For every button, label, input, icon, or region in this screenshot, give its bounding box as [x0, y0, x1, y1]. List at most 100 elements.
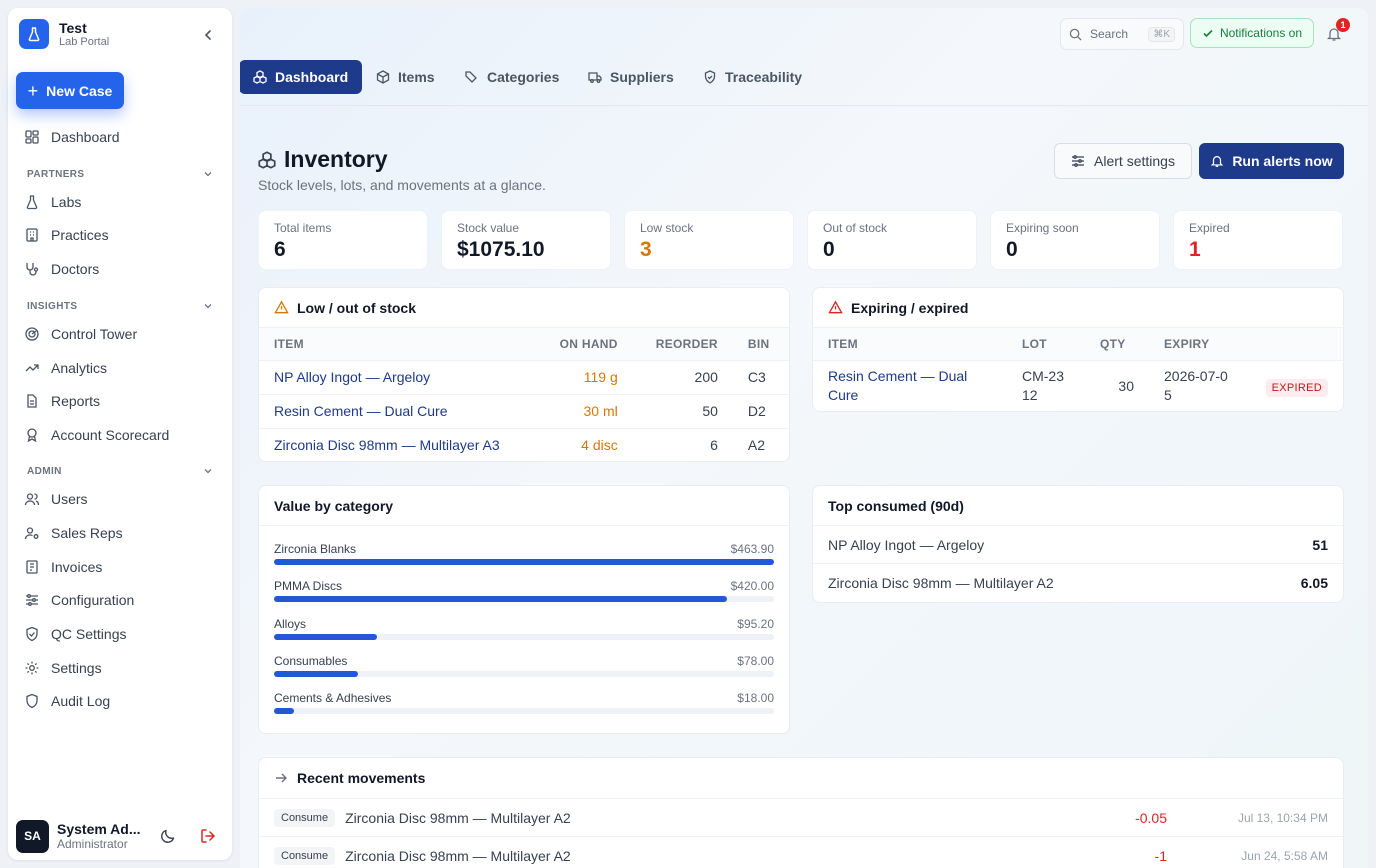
bell-ring-icon [1210, 154, 1224, 168]
movement-row: Consume Zirconia Disc 98mm — Multilayer … [259, 799, 1343, 837]
category-bar-track [274, 633, 774, 640]
sidebar-item-analytics[interactable]: Analytics [24, 355, 216, 381]
stat-value: 1 [1189, 238, 1201, 261]
users-icon [24, 491, 40, 507]
item-link[interactable]: Resin Cement — Dual Cure [828, 368, 968, 404]
sidebar-item-reports[interactable]: Reports [24, 388, 216, 414]
sidebar-item-label: Account Scorecard [51, 427, 170, 443]
user-cog-icon [24, 525, 40, 541]
sidebar-item-doctors[interactable]: Doctors [24, 256, 216, 282]
category-bar-row: Consumables $78.00 [259, 644, 789, 681]
movement-qty: -1 [1154, 847, 1167, 864]
column-header: REORDER [632, 328, 733, 361]
flask-icon [19, 19, 49, 49]
sidebar-item-account-scorecard[interactable]: Account Scorecard [24, 422, 216, 448]
low-stock-card: Low / out of stock ITEM ON HAND REORDER … [258, 287, 790, 462]
consumed-value: 51 [1312, 536, 1328, 553]
sidebar-item-configuration[interactable]: Configuration [24, 587, 216, 613]
sidebar-item-label: Labs [51, 194, 82, 210]
sidebar-item-qc-settings[interactable]: QC Settings [24, 621, 216, 647]
item-link[interactable]: Resin Cement — Dual Cure [259, 394, 537, 429]
building-icon [24, 227, 40, 243]
sidebar-item-audit-log[interactable]: Audit Log [24, 688, 216, 714]
stat-out-of-stock: Out of stock 0 [807, 210, 977, 270]
column-header: ITEM [259, 328, 537, 361]
item-link[interactable]: Zirconia Disc 98mm — Multilayer A3 [274, 437, 500, 454]
main-content: Search ⌘K Notifications on 1 Dashboard I… [240, 8, 1368, 868]
search-input[interactable]: Search ⌘K [1060, 18, 1184, 50]
tab-suppliers[interactable]: Suppliers [574, 60, 688, 94]
bin-cell: A2 [747, 437, 766, 454]
tab-label: Items [398, 69, 435, 85]
sidebar-item-label: Doctors [51, 261, 100, 277]
tab-items[interactable]: Items [362, 60, 449, 94]
collapse-sidebar-icon[interactable] [200, 27, 216, 43]
category-bar-fill [274, 596, 727, 603]
box-icon [376, 70, 390, 84]
section-partners[interactable]: PARTNERS [27, 167, 213, 181]
notification-count-badge: 1 [1336, 18, 1350, 32]
new-case-button[interactable]: + New Case [16, 72, 124, 109]
category-bar-track [274, 670, 774, 677]
category-value: $78.00 [737, 653, 774, 668]
stat-label: Total items [274, 221, 332, 235]
sidebar-item-control-tower[interactable]: Control Tower [24, 321, 216, 347]
sidebar-item-label: Practices [51, 227, 109, 243]
moon-icon[interactable] [159, 827, 177, 845]
sidebar-item-users[interactable]: Users [24, 486, 216, 512]
sidebar-item-dashboard[interactable]: Dashboard [24, 124, 216, 150]
tab-dashboard[interactable]: Dashboard [240, 60, 363, 94]
section-admin-label: ADMIN [27, 465, 62, 477]
stat-label: Low stock [640, 221, 694, 235]
sidebar-item-practices[interactable]: Practices [24, 222, 216, 248]
sidebar-item-label: Invoices [51, 559, 103, 575]
sidebar-item-invoices[interactable]: Invoices [24, 554, 216, 580]
shield-check-icon [24, 626, 40, 642]
sidebar-item-label: Audit Log [51, 693, 111, 709]
run-alerts-button[interactable]: Run alerts now [1199, 143, 1344, 179]
status-badge: EXPIRED [1265, 379, 1328, 398]
section-insights[interactable]: INSIGHTS [27, 299, 213, 313]
stethoscope-icon [24, 261, 40, 277]
user-profile[interactable]: SA System Ad... Administrator [16, 818, 226, 854]
section-admin[interactable]: ADMIN [27, 464, 213, 478]
category-bar-row: Cements & Adhesives $18.00 [259, 681, 789, 718]
column-header: LOT [1007, 328, 1085, 361]
tab-traceability[interactable]: Traceability [689, 60, 816, 94]
expiring-table: ITEM LOT QTY EXPIRY Resin Cement — Dual … [813, 328, 1343, 411]
alert-settings-button[interactable]: Alert settings [1054, 143, 1192, 179]
brand[interactable]: Test Lab Portal [19, 19, 109, 49]
sidebar-item-sales-reps[interactable]: Sales Reps [24, 520, 216, 546]
item-link[interactable]: NP Alloy Ingot — Argeloy [259, 360, 537, 395]
tab-categories[interactable]: Categories [451, 60, 573, 94]
low-stock-table: ITEM ON HAND REORDER BIN NP Alloy Ingot … [259, 328, 789, 461]
alert-settings-label: Alert settings [1094, 153, 1175, 169]
check-icon [1202, 27, 1214, 39]
sidebar-item-settings[interactable]: Settings [24, 655, 216, 681]
page-header: Inventory Stock levels, lots, and moveme… [258, 146, 546, 193]
category-value: $420.00 [730, 579, 774, 594]
award-icon [24, 427, 40, 443]
arrow-right-icon [274, 771, 289, 786]
card-title: Low / out of stock [297, 299, 416, 316]
movement-type-badge: Consume [274, 808, 336, 827]
notifications-toggle[interactable]: Notifications on [1190, 18, 1314, 48]
category-bar-track [274, 596, 774, 603]
sidebar-item-label: Control Tower [51, 326, 138, 342]
page-title: Inventory [284, 146, 388, 172]
category-bar-fill [274, 670, 358, 677]
qty-cell: 30 [1118, 378, 1134, 395]
category-bar-fill [274, 633, 377, 640]
category-bar-track [274, 559, 774, 565]
sidebar-item-labs[interactable]: Labs [24, 189, 216, 215]
bell-icon[interactable] [1326, 26, 1342, 42]
column-header: QTY [1085, 328, 1149, 361]
flask-icon [24, 194, 40, 210]
logout-icon[interactable] [199, 827, 217, 845]
sliders-icon [1071, 154, 1085, 168]
avatar: SA [16, 819, 49, 853]
card-title: Top consumed (90d) [828, 497, 964, 514]
sidebar-item-label: Analytics [51, 360, 108, 376]
category-label: PMMA Discs [274, 579, 343, 594]
sidebar-item-label: Users [51, 491, 88, 507]
